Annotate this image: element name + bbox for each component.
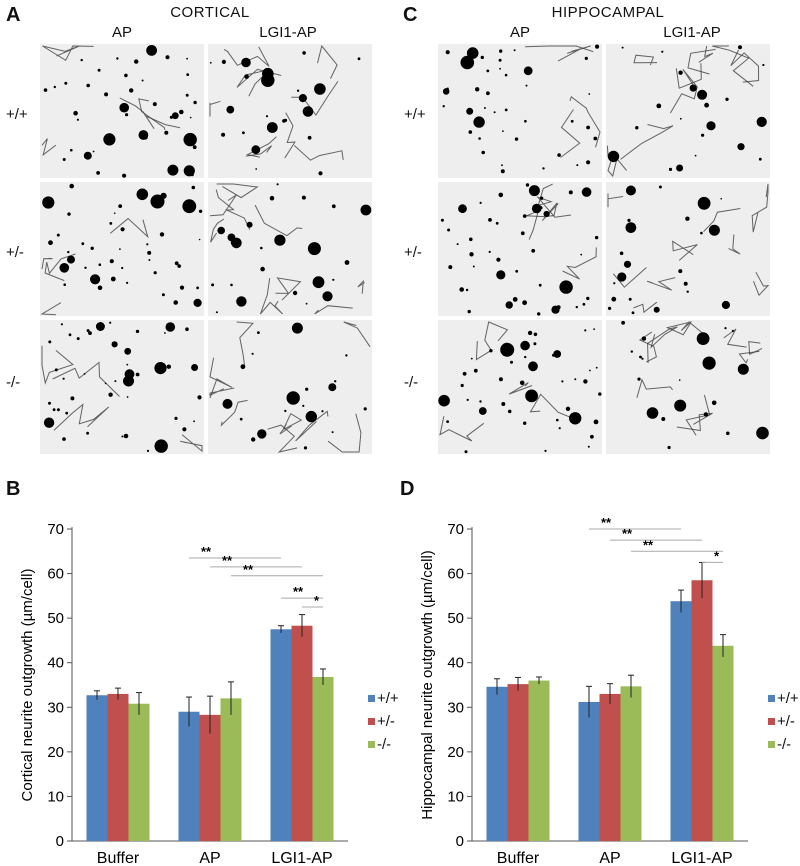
cortical-row-wt: +/+	[6, 106, 28, 123]
cortical-y-tick-label: 10	[47, 788, 64, 805]
hippocampal-significance-label-0: **	[601, 515, 612, 530]
hippocampal-bar-1-1	[600, 694, 621, 841]
hippocampal-bar-2-2	[713, 646, 734, 841]
cortical-y-tick-label: 40	[47, 655, 64, 672]
cortical-category-label-2: LGI1-AP	[271, 850, 332, 866]
hippocampal-bar-1-0	[579, 702, 600, 841]
hippocampal-bar-0-2	[529, 681, 550, 841]
cortical-y-tick-label: 50	[47, 610, 64, 627]
cortical-legend-swatch-2	[368, 741, 375, 748]
cortical-row-ko: -/-	[6, 374, 20, 391]
hippocampal-col-lgi1ap: LGI1-AP	[612, 24, 772, 41]
cortical-y-axis-label: Cortical neurite outgrowth (µm/cell)	[19, 569, 36, 802]
panel-letter-b: B	[6, 478, 20, 501]
cortical-col-ap: AP	[42, 24, 202, 41]
hippocampal-y-tick-label: 0	[456, 833, 464, 850]
cortical-legend-swatch-1	[368, 718, 375, 725]
hippocampal-ap-wt-image	[438, 44, 602, 178]
hippocampal-legend-swatch-2	[768, 741, 775, 748]
panel-letter-a: A	[6, 4, 20, 27]
hippocampal-legend-label-2: -/-	[777, 736, 791, 753]
cortical-lgi1ap-wt-image	[208, 44, 372, 178]
cortical-y-tick-label: 30	[47, 699, 64, 716]
cortical-bar-0-1	[108, 694, 129, 841]
cortical-bar-1-0	[179, 712, 200, 841]
cortical-category-label-1: AP	[199, 850, 220, 866]
hippocampal-significance-label-3: *	[714, 548, 720, 563]
hippocampal-y-tick-label: 60	[447, 566, 464, 583]
cortical-legend-label-2: -/-	[377, 736, 391, 753]
cortical-significance-label-3: **	[293, 584, 304, 599]
cortical-y-tick-label: 0	[56, 833, 64, 850]
hippocampal-bar-0-0	[487, 687, 508, 841]
hippocampal-category-label-1: AP	[599, 850, 620, 866]
hippocampal-bar-2-1	[692, 580, 713, 841]
hippocampal-legend-swatch-0	[768, 695, 775, 702]
hippocampal-lgi1ap-het-image	[606, 182, 770, 316]
cortical-bar-2-1	[292, 626, 313, 841]
cortical-lgi1ap-het-image	[208, 182, 372, 316]
hippocampal-bar-0-1	[508, 684, 529, 841]
cortical-title: CORTICAL	[60, 4, 360, 21]
cortical-bar-0-0	[87, 695, 108, 841]
hippocampal-title: HIPPOCAMPAL	[458, 4, 758, 21]
cortical-bar-2-2	[313, 677, 334, 841]
hippocampal-bar-2-0	[671, 601, 692, 841]
hippocampal-ap-het-image	[438, 182, 602, 316]
hippocampal-category-label-2: LGI1-AP	[671, 850, 732, 866]
hippocampal-bar-1-2	[621, 686, 642, 841]
cortical-ap-wt-image	[40, 44, 204, 178]
hippocampal-y-tick-label: 20	[447, 744, 464, 761]
hippocampal-y-tick-label: 30	[447, 699, 464, 716]
hippocampal-lgi1ap-wt-image	[606, 44, 770, 178]
cortical-y-tick-label: 60	[47, 566, 64, 583]
panel-letter-d: D	[400, 478, 414, 501]
hippocampal-ap-ko-image	[438, 320, 602, 454]
hippocampal-category-label-0: Buffer	[497, 850, 540, 866]
cortical-category-label-0: Buffer	[97, 850, 140, 866]
cortical-y-tick-label: 20	[47, 744, 64, 761]
cortical-col-lgi1ap: LGI1-AP	[208, 24, 368, 41]
hippocampal-y-axis-label: Hippocampal neurite outgrowth (µm/cell)	[419, 550, 436, 820]
hippocampal-lgi1ap-ko-image	[606, 320, 770, 454]
cortical-bar-2-0	[271, 629, 292, 841]
hippocampal-legend-swatch-1	[768, 718, 775, 725]
hippocampal-significance-label-1: **	[622, 526, 633, 541]
cortical-significance-label-2: **	[243, 562, 254, 577]
hippocampal-y-tick-label: 70	[447, 521, 464, 538]
cortical-y-tick-label: 70	[47, 521, 64, 538]
panel-letter-c: C	[403, 4, 417, 27]
cortical-ap-ko-image	[40, 320, 204, 454]
cortical-significance-label-0: **	[201, 544, 212, 559]
hippocampal-legend-label-1: +/-	[777, 713, 795, 730]
hippocampal-significance-label-2: **	[643, 537, 654, 552]
cortical-lgi1ap-ko-image	[208, 320, 372, 454]
hippocampal-col-ap: AP	[440, 24, 600, 41]
cortical-outgrowth-chart: Cortical neurite outgrowth (µm/cell) 0 10 2…	[0, 505, 400, 866]
hippocampal-outgrowth-chart: Hippocampal neurite outgrowth (µm/cell) 0…	[400, 505, 800, 866]
hippocampal-legend-label-0: +/+	[777, 690, 799, 707]
cortical-bar-1-2	[221, 698, 242, 841]
cortical-legend-swatch-0	[368, 695, 375, 702]
hippocampal-y-tick-label: 40	[447, 655, 464, 672]
cortical-legend-label-0: +/+	[377, 690, 399, 707]
cortical-significance-label-1: **	[222, 553, 233, 568]
cortical-row-het: +/-	[6, 244, 24, 261]
cortical-ap-het-image	[40, 182, 204, 316]
cortical-bar-0-2	[129, 704, 150, 841]
hippocampal-y-tick-label: 50	[447, 610, 464, 627]
hippocampal-row-wt: +/+	[404, 106, 426, 123]
hippocampal-row-ko: -/-	[404, 374, 418, 391]
cortical-bar-1-1	[200, 715, 221, 841]
cortical-micrograph-grid	[40, 44, 372, 456]
cortical-significance-label-4: *	[314, 593, 320, 608]
hippocampal-y-tick-label: 10	[447, 788, 464, 805]
hippocampal-row-het: +/-	[404, 244, 422, 261]
hippocampal-micrograph-grid	[438, 44, 770, 456]
cortical-legend-label-1: +/-	[377, 713, 395, 730]
